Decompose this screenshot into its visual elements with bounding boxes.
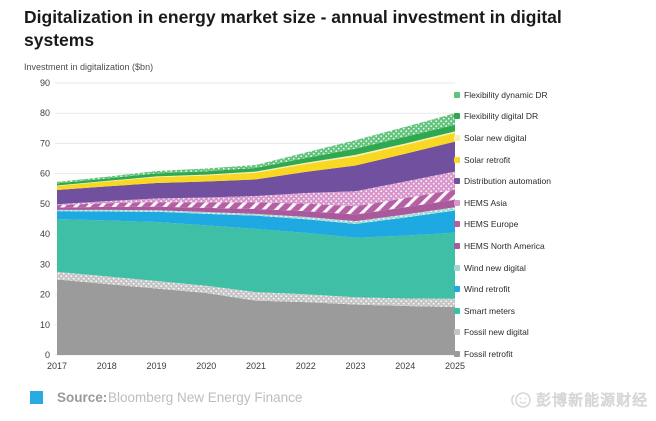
page-title: Digitalization in energy market size - a… [24,7,562,50]
legend-item: Fossil new digital [454,322,654,344]
legend-label: Fossil new digital [464,327,529,338]
watermark: 彭博新能源财经 [510,389,648,410]
y-tick-label: 20 [40,290,50,300]
legend-swatch [454,199,460,206]
legend-label: HEMS Asia [464,197,507,208]
legend-swatch [454,264,460,271]
y-tick-label: 80 [40,108,50,118]
legend-label: Flexibility dynamic DR [464,89,548,100]
legend-label: Wind retrofit [464,284,510,295]
legend-swatch [454,113,460,120]
legend-label: Wind new digital [464,262,526,273]
legend-label: Solar retrofit [464,154,511,165]
legend-swatch [454,307,460,314]
area-series-distribution-automation [57,141,455,205]
legend-item: Wind retrofit [454,278,654,300]
legend-swatch [454,91,460,98]
y-tick-label: 90 [40,78,50,88]
y-tick-label: 70 [40,138,50,148]
legend-item: Distribution automation [454,170,654,192]
x-tick-label: 2023 [345,361,365,371]
area-series-hems-asia [57,171,455,207]
footer: Source: Bloomberg New Energy Finance 彭博新… [0,386,656,421]
x-tick-label: 2022 [296,361,316,371]
legend-swatch [454,329,460,336]
y-tick-label: 0 [45,350,50,360]
source-logo-square [30,391,43,404]
legend-label: Flexibility digital DR [464,111,539,122]
legend-label: Fossil retrofit [464,348,513,359]
legend-swatch [454,134,460,141]
legend-item: HEMS Europe [454,214,654,236]
area-series-smart-meters [57,219,455,299]
x-tick-label: 2020 [196,361,216,371]
source-value: Bloomberg New Energy Finance [108,390,303,405]
area-series-wind-retrofit [57,210,455,238]
legend-item: Fossil retrofit [454,343,654,365]
legend-swatch [454,156,460,163]
x-tick-label: 2024 [395,361,415,371]
legend-item: HEMS North America [454,235,654,257]
legend-swatch [454,350,460,357]
x-tick-label: 2021 [246,361,266,371]
y-tick-label: 30 [40,259,50,269]
x-tick-label: 2017 [47,361,67,371]
watermark-smiley-icon [510,391,532,409]
legend-swatch [454,178,460,185]
source-label: Source: [57,390,108,405]
legend-swatch [454,221,460,228]
area-series-solar-retrofit [57,132,455,190]
legend-item: Flexibility digital DR [454,106,654,128]
legend-item: Solar new digital [454,127,654,149]
legend-label: HEMS Europe [464,219,519,230]
y-tick-label: 50 [40,199,50,209]
legend-label: HEMS North America [464,240,545,251]
y-tick-label: 10 [40,320,50,330]
chart-legend: Flexibility dynamic DR Flexibility digit… [454,84,654,365]
area-series-hems-north-america [57,199,455,222]
x-tick-label: 2019 [146,361,166,371]
legend-item: Solar retrofit [454,149,654,171]
legend-item: Smart meters [454,300,654,322]
y-tick-label: 40 [40,229,50,239]
legend-label: Distribution automation [464,176,551,187]
watermark-text: 彭博新能源财经 [535,392,648,409]
y-tick-label: 60 [40,169,50,179]
legend-item: HEMS Asia [454,192,654,214]
area-series-fossil-new-digital [57,271,455,307]
x-tick-label: 2018 [97,361,117,371]
legend-swatch [454,286,460,293]
legend-label: Smart meters [464,305,516,316]
legend-item: Wind new digital [454,257,654,279]
legend-label: Solar new digital [464,132,527,143]
legend-item: Flexibility dynamic DR [454,84,654,106]
area-series-wind-new-digital [57,207,455,224]
legend-swatch [454,242,460,249]
area-series-hems-europe [57,189,455,215]
y-axis-title: Investment in digitalization ($bn) [24,62,154,72]
area-series-fossil-retrofit [57,279,455,355]
x-tick-label: 2025 [445,361,465,371]
